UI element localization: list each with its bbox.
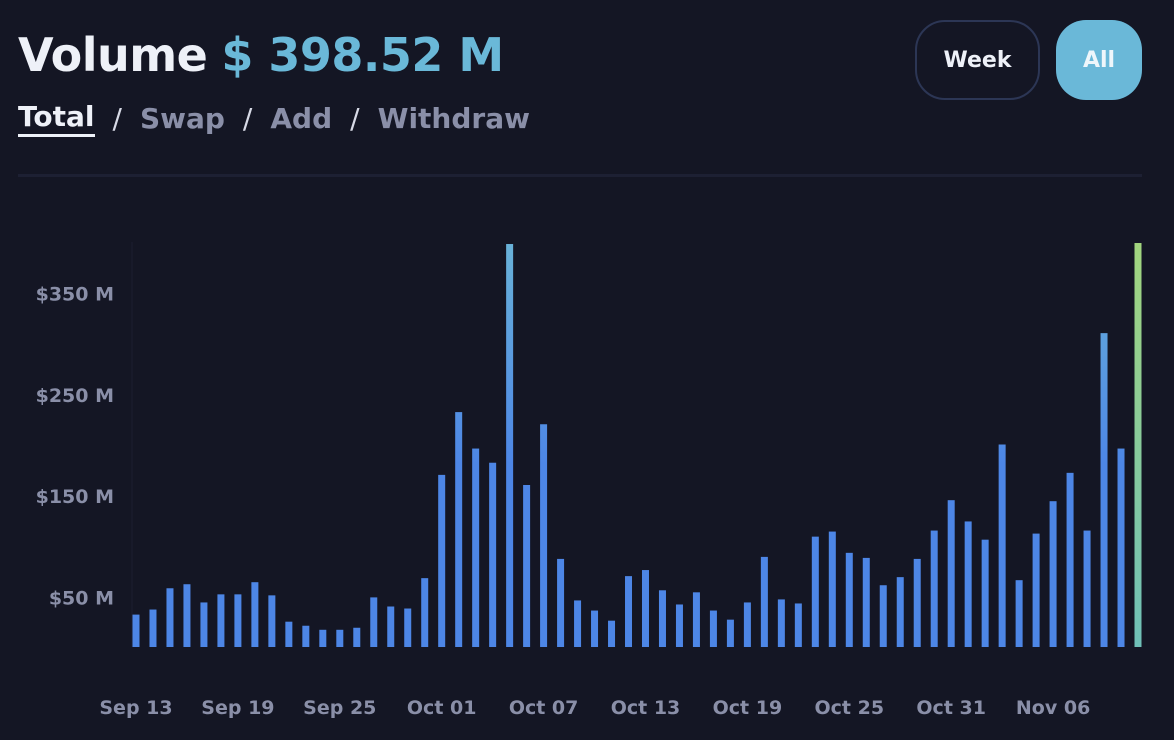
tab-withdraw[interactable]: Withdraw <box>377 102 530 135</box>
tab-separator: / <box>242 102 253 135</box>
bar <box>794 603 802 647</box>
bar <box>319 629 327 647</box>
bar <box>387 606 395 647</box>
x-tick-label: Sep 25 <box>303 697 376 719</box>
bar <box>268 595 276 647</box>
volume-bar-chart: $50 M $150 M $250 M $350 M Sep 13 Sep 19 Sep 2… <box>36 242 1142 719</box>
x-tick-label: Oct 01 <box>407 697 477 719</box>
bar <box>217 594 225 647</box>
bar <box>896 577 904 647</box>
bar <box>1015 580 1023 647</box>
bar <box>625 576 633 648</box>
tab-separator: / <box>350 102 360 135</box>
bar <box>251 582 259 647</box>
bar <box>913 558 921 647</box>
bar <box>777 599 785 647</box>
bar <box>285 621 293 647</box>
bar <box>1049 501 1057 647</box>
bar <box>709 610 717 647</box>
x-tick-label: Oct 31 <box>916 697 986 719</box>
bar <box>760 556 768 647</box>
bar <box>472 448 480 647</box>
y-tick-label: $250 M <box>36 385 114 407</box>
bar <box>234 594 242 647</box>
bar <box>964 521 972 647</box>
bar <box>455 412 463 647</box>
bar <box>743 602 751 647</box>
bar <box>641 570 649 647</box>
bar <box>302 625 310 647</box>
bar <box>183 584 191 647</box>
bar-latest <box>1134 243 1142 647</box>
bar <box>692 592 700 647</box>
page-title: Volume <box>18 28 208 82</box>
bar <box>200 602 208 647</box>
tab-total[interactable]: Total <box>18 100 95 137</box>
bar <box>489 462 497 647</box>
bar <box>336 629 344 647</box>
volume-type-tabs: Total / Swap / Add / Withdraw <box>18 100 530 137</box>
x-tick-label: Oct 07 <box>509 697 579 719</box>
tab-add[interactable]: Add <box>270 102 333 135</box>
bar <box>811 536 819 647</box>
bar <box>438 474 446 648</box>
bar <box>370 597 378 647</box>
bar <box>947 500 955 647</box>
tab-separator: / <box>112 102 122 135</box>
bar <box>1066 472 1074 647</box>
bar <box>574 600 582 647</box>
volume-header: Volume $ 398.52 M <box>18 28 504 82</box>
bar <box>523 485 531 647</box>
x-tick-label: Oct 25 <box>815 697 885 719</box>
x-tick-label: Sep 19 <box>201 697 274 719</box>
y-tick-label: $350 M <box>36 284 114 306</box>
bar <box>1083 530 1091 647</box>
y-tick-label: $50 M <box>49 587 114 609</box>
bar <box>506 244 514 647</box>
bar <box>591 610 599 647</box>
bar <box>557 558 565 647</box>
bar <box>149 609 157 647</box>
all-button[interactable]: All <box>1056 20 1142 100</box>
bar <box>608 620 616 647</box>
bar <box>132 614 140 647</box>
bar <box>166 588 174 647</box>
y-tick-label: $150 M <box>36 486 114 508</box>
bar <box>845 552 853 647</box>
bar <box>658 590 666 647</box>
bar <box>540 424 548 647</box>
volume-amount: $ 398.52 M <box>221 28 504 82</box>
x-tick-label: Nov 06 <box>1016 697 1090 719</box>
x-tick-label: Sep 13 <box>99 697 172 719</box>
bar <box>998 444 1006 647</box>
bar <box>675 604 683 647</box>
bar <box>930 530 938 647</box>
bar <box>1117 448 1125 647</box>
bar <box>421 578 429 647</box>
bar <box>1100 333 1108 648</box>
bar <box>404 608 412 647</box>
bar <box>981 539 989 647</box>
bar <box>353 627 361 647</box>
week-button[interactable]: Week <box>915 20 1040 100</box>
bar <box>1032 533 1040 647</box>
divider <box>18 174 1142 177</box>
bar <box>862 557 870 647</box>
tab-swap[interactable]: Swap <box>139 102 225 135</box>
bar <box>828 531 836 647</box>
bar <box>879 585 887 647</box>
x-tick-label: Oct 19 <box>713 697 783 719</box>
bar <box>726 619 734 647</box>
x-tick-label: Oct 13 <box>611 697 681 719</box>
